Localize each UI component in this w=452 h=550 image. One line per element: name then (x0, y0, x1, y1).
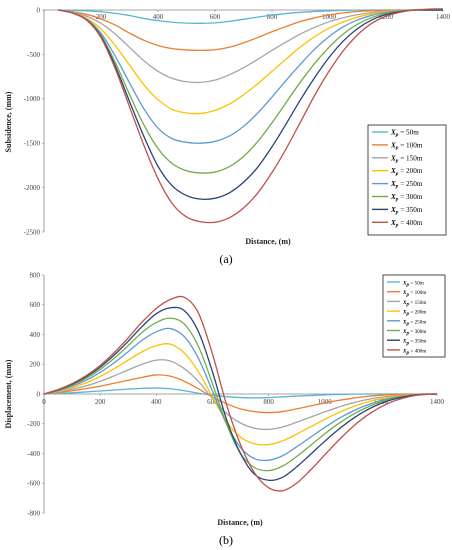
legend-entry: Xp = 400m (402, 348, 426, 356)
legend-entry: Xp = 100m (402, 290, 426, 298)
y-tick-label: 400 (30, 331, 41, 339)
series-line-4 (43, 343, 438, 446)
series-line-5 (58, 9, 443, 144)
legend-entry: Xp = 250m (390, 180, 423, 190)
legend-entry: Xp = 150m (390, 154, 423, 164)
series-line-7 (43, 306, 438, 482)
y-tick-label: 600 (30, 301, 41, 309)
x-tick-label: 1400 (430, 398, 445, 406)
series-line-7 (58, 9, 443, 200)
y-tick-label: -2500 (24, 228, 41, 236)
series-line-8 (43, 295, 438, 492)
series-line-5 (43, 327, 438, 462)
legend-entry: Xp = 100m (390, 141, 423, 151)
x-tick-label: 1200 (379, 13, 394, 21)
x-tick-label: 200 (95, 398, 106, 406)
legend-entry: Xp = 150m (402, 300, 426, 308)
x-tick-label: 400 (151, 398, 162, 406)
legend-box (382, 274, 446, 358)
y-tick-label: -2000 (24, 184, 41, 192)
legend-entry: Xp = 350m (390, 206, 423, 216)
x-tick-label: 1000 (322, 13, 337, 21)
legend-entry: Xp = 300m (390, 193, 423, 203)
y-tick-label: 200 (30, 361, 41, 369)
x-tick-label: 600 (210, 13, 221, 21)
x-axis-label: Distance, (m) (217, 518, 263, 527)
y-tick-label: -1500 (24, 140, 41, 148)
series-line-2 (43, 374, 438, 414)
x-tick-label: 800 (263, 398, 274, 406)
legend-box (367, 124, 447, 236)
y-tick-label: 800 (30, 271, 41, 279)
legend-entry: Xp = 50m (390, 129, 419, 139)
subsidence-chart: Subsidence, (mm) Distance, (m) (a) 0 -500… (4, 6, 451, 266)
series-line-3 (43, 359, 438, 431)
x-tick-label: 400 (153, 13, 164, 21)
series-line-1 (43, 387, 437, 399)
series-line-3 (58, 9, 443, 84)
y-tick-label: -600 (27, 480, 40, 488)
y-axis-label: Subsidence, (mm) (4, 91, 13, 152)
y-tick-label: 0 (37, 390, 41, 398)
x-tick-label: 600 (207, 398, 218, 406)
y-tick-label: -200 (27, 420, 40, 428)
y-tick-label: -1000 (24, 95, 41, 103)
y-tick-label: -800 (27, 509, 40, 517)
legend-entry: Xp = 200m (390, 167, 423, 177)
legend: Xp = 50m Xp = 100m Xp = 150m Xp = 200m Xp = … (367, 124, 447, 236)
legend-entry: Xp = 300m (402, 329, 426, 337)
series-line-8 (58, 8, 444, 224)
x-tick-label: 1400 (436, 13, 451, 21)
y-tick-label: 0 (37, 6, 41, 14)
displacement-chart: Displacement, (mm) Distance, (m) (b) 800… (4, 271, 446, 547)
y-tick-label: -500 (27, 51, 40, 59)
panel-label: (b) (219, 533, 233, 547)
legend-entry: Xp = 200m (402, 310, 426, 318)
x-tick-label: 800 (267, 13, 278, 21)
y-tick-label: -400 (27, 450, 40, 458)
series-line-2 (58, 9, 443, 52)
series-line-4 (58, 9, 443, 115)
legend-entry: Xp = 350m (402, 339, 426, 347)
panel-label: (a) (219, 252, 232, 266)
legend-entry: Xp = 400m (390, 219, 423, 229)
y-axis-label: Displacement, (mm) (4, 359, 13, 428)
x-axis-label: Distance, (m) (245, 237, 291, 246)
series-line-6 (58, 9, 443, 174)
x-tick-label: 200 (96, 13, 107, 21)
x-tick-label: 1000 (318, 398, 333, 406)
legend-entry: Xp = 50m (402, 281, 424, 289)
legend-entry: Xp = 250m (402, 319, 426, 327)
x-tick-label: 0 (42, 398, 46, 406)
